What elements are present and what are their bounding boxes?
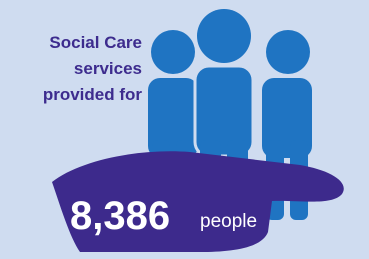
infographic: Social Care services provided for 8,386 … — [0, 0, 369, 259]
unit: people — [200, 211, 257, 232]
label-line: services — [74, 59, 142, 78]
label-line: provided for — [43, 85, 143, 104]
label-line: Social Care — [49, 33, 142, 52]
count: 8,386 — [70, 194, 170, 238]
page: Social Care services provided for 8,386 … — [0, 0, 369, 259]
